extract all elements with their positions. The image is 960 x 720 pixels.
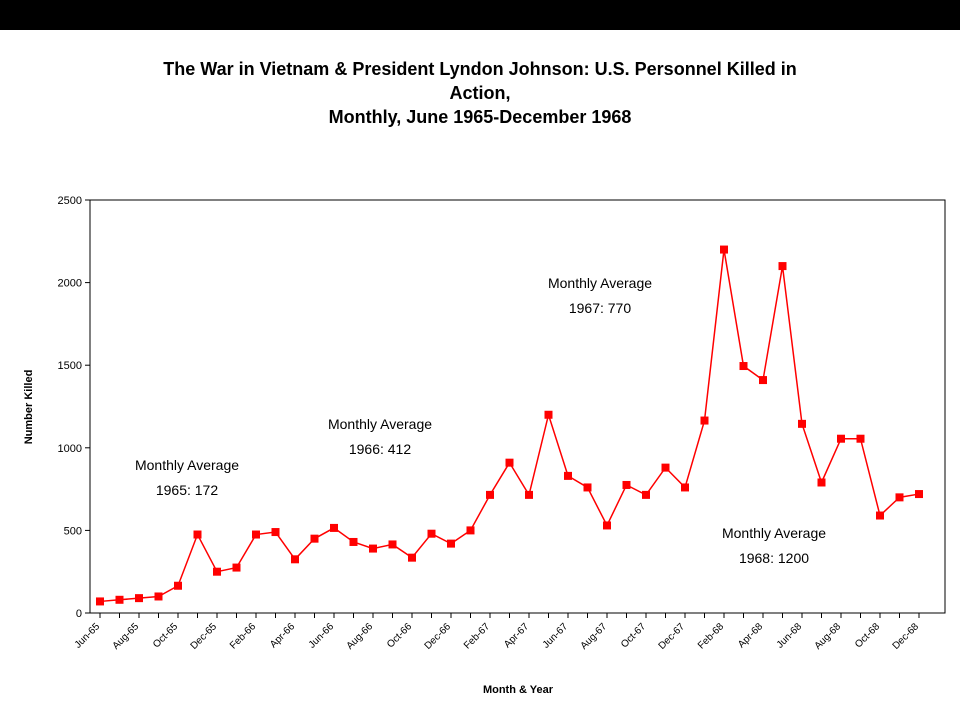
data-point	[564, 471, 572, 480]
data-point	[778, 262, 787, 271]
data-point	[408, 553, 416, 562]
data-point	[486, 490, 494, 499]
x-tick-label: Oct-66	[385, 621, 414, 650]
data-point	[798, 419, 806, 428]
data-point	[505, 458, 514, 467]
y-tick-label: 1500	[58, 360, 82, 372]
data-point	[642, 490, 650, 499]
annotation-value: 1967: 770	[569, 300, 631, 316]
data-point	[252, 530, 260, 539]
x-tick-label: Oct-65	[151, 621, 180, 650]
annotations: Monthly Average 1965: 172 Monthly Average 1…	[135, 275, 826, 566]
data-point	[661, 463, 670, 472]
data-point	[291, 555, 299, 564]
data-point	[349, 537, 358, 546]
x-tick-label: Oct-67	[619, 621, 648, 650]
data-point	[622, 480, 631, 489]
data-point	[213, 567, 221, 576]
y-tick-label: 2000	[58, 278, 82, 290]
x-tick-label: Aug-67	[579, 621, 610, 652]
x-tick-label: Aug-68	[813, 621, 844, 652]
plot-area	[89, 199, 946, 614]
x-tick-label: Dec-68	[891, 621, 922, 652]
y-tick-label: 1000	[58, 443, 82, 455]
data-point	[427, 529, 436, 538]
y-tick-label: 2500	[58, 195, 82, 207]
series-markers	[96, 245, 923, 606]
data-point	[837, 434, 845, 443]
x-tick-label: Jun-68	[775, 621, 805, 651]
x-tick-label: Apr-68	[736, 621, 765, 650]
x-tick-label: Aug-66	[345, 621, 376, 652]
data-point	[466, 526, 475, 535]
annotation-title: Monthly Average	[548, 275, 652, 291]
data-point	[856, 434, 865, 443]
data-point	[310, 534, 319, 543]
annotation-title: Monthly Average	[328, 416, 432, 432]
annotation-value: 1968: 1200	[739, 550, 809, 566]
annotation-title: Monthly Average	[135, 457, 239, 473]
x-tick-label: Dec-67	[657, 621, 688, 652]
annotation-title: Monthly Average	[722, 525, 826, 541]
data-point	[681, 483, 689, 492]
data-point	[154, 592, 163, 601]
data-point	[544, 410, 553, 419]
x-tick-label: Feb-67	[462, 621, 492, 651]
y-tick-label: 500	[64, 525, 82, 537]
data-point	[174, 581, 182, 590]
x-tick-label: Oct-68	[853, 621, 882, 650]
x-tick-label: Jun-67	[541, 621, 571, 651]
annotation-value: 1966: 412	[349, 441, 411, 457]
x-tick-label: Dec-66	[423, 621, 454, 652]
x-tick-label: Dec-65	[189, 621, 220, 652]
data-point	[603, 521, 611, 530]
data-point	[388, 540, 397, 549]
data-point	[817, 478, 826, 487]
y-tick-label: 0	[76, 608, 82, 620]
chart-title-line-3: Monthly, June 1965-December 1968	[328, 107, 632, 127]
data-point	[759, 376, 767, 385]
top-bar	[0, 0, 960, 30]
y-axis: 0 500 1000 1500 2000 2500	[58, 195, 90, 620]
data-point	[135, 594, 143, 603]
x-tick-label: Apr-66	[268, 621, 297, 650]
data-point	[369, 544, 377, 553]
x-tick-label: Feb-68	[696, 621, 726, 651]
data-point	[876, 511, 884, 520]
data-point	[271, 528, 280, 537]
data-point	[583, 483, 592, 492]
chart-title-line-1: The War in Vietnam & President Lyndon Jo…	[163, 59, 797, 79]
x-tick-label: Aug-65	[111, 621, 142, 652]
data-point	[447, 539, 455, 548]
y-axis-label: Number Killed	[23, 370, 35, 445]
data-point	[193, 530, 202, 539]
x-tick-label: Jun-66	[307, 621, 337, 651]
data-point	[895, 493, 904, 502]
annotation-value: 1965: 172	[156, 482, 218, 498]
x-axis-label: Month & Year	[483, 684, 554, 696]
x-axis: Jun-65 Aug-65 Oct-65 Dec-65 Feb-66 Apr-66 Jun-…	[73, 613, 922, 652]
data-point	[330, 523, 338, 532]
data-point	[115, 595, 124, 604]
chart-title-line-2: Action,	[449, 83, 511, 103]
data-point	[96, 597, 104, 606]
data-point	[720, 245, 728, 254]
x-tick-label: Jun-65	[73, 621, 103, 651]
data-point	[525, 490, 533, 499]
chart-title: The War in Vietnam & President Lyndon Jo…	[100, 57, 860, 129]
data-point	[739, 362, 748, 371]
x-tick-label: Feb-66	[228, 621, 258, 651]
x-tick-label: Apr-67	[502, 621, 531, 650]
data-point	[915, 490, 923, 499]
data-point	[232, 563, 241, 572]
data-point	[700, 416, 709, 425]
